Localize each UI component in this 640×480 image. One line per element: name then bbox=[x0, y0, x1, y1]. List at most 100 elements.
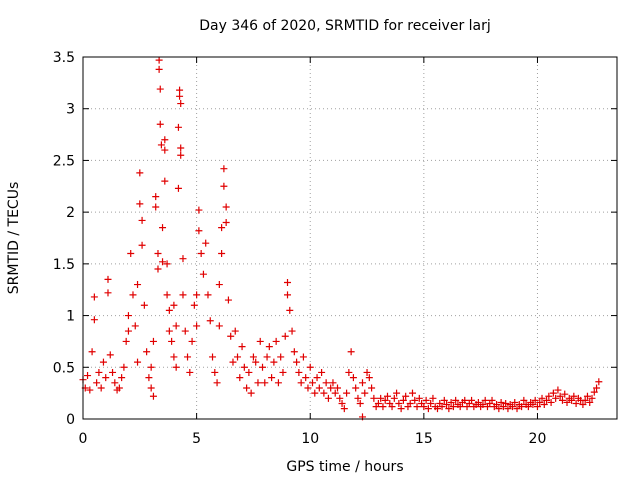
data-point bbox=[124, 327, 132, 335]
data-point bbox=[177, 100, 185, 108]
data-point bbox=[420, 403, 428, 411]
data-point bbox=[447, 398, 455, 406]
data-point bbox=[531, 396, 539, 404]
data-point bbox=[429, 394, 437, 402]
y-tick-label: 3.5 bbox=[53, 50, 75, 66]
data-point bbox=[452, 396, 460, 404]
data-point bbox=[165, 327, 173, 335]
data-point bbox=[155, 65, 163, 73]
data-point bbox=[547, 398, 555, 406]
data-point bbox=[147, 384, 155, 392]
data-point bbox=[381, 396, 389, 404]
data-point bbox=[336, 394, 344, 402]
data-point bbox=[395, 399, 403, 407]
data-point bbox=[284, 278, 292, 286]
data-point bbox=[147, 363, 155, 371]
data-point bbox=[347, 348, 355, 356]
data-point bbox=[286, 306, 294, 314]
data-point bbox=[261, 379, 269, 387]
data-point bbox=[411, 396, 419, 404]
data-point bbox=[397, 405, 405, 413]
x-tick-label: 5 bbox=[192, 431, 201, 447]
data-point bbox=[154, 265, 162, 273]
data-point bbox=[311, 389, 319, 397]
data-point bbox=[583, 392, 591, 400]
data-point bbox=[361, 389, 369, 397]
data-point bbox=[159, 224, 167, 232]
data-point bbox=[186, 368, 194, 376]
points-layer bbox=[79, 56, 603, 421]
data-point bbox=[268, 374, 276, 382]
data-point bbox=[422, 396, 430, 404]
data-point bbox=[399, 396, 407, 404]
data-point bbox=[590, 388, 598, 396]
data-point bbox=[318, 368, 326, 376]
data-point bbox=[163, 291, 171, 299]
data-point bbox=[104, 275, 112, 283]
data-point bbox=[220, 182, 228, 190]
data-point bbox=[579, 401, 587, 409]
data-point bbox=[176, 86, 184, 94]
data-point bbox=[572, 399, 580, 407]
data-point bbox=[265, 343, 273, 351]
data-point bbox=[195, 227, 203, 235]
data-point bbox=[377, 394, 385, 402]
data-point bbox=[229, 358, 237, 366]
data-point bbox=[524, 403, 532, 411]
data-point bbox=[157, 141, 165, 149]
data-point bbox=[102, 374, 110, 382]
data-point bbox=[352, 384, 360, 392]
data-point bbox=[415, 394, 423, 402]
data-point bbox=[493, 401, 501, 409]
data-point bbox=[334, 384, 342, 392]
data-point bbox=[322, 379, 330, 387]
data-point bbox=[513, 405, 521, 413]
grid-layer bbox=[83, 57, 617, 419]
data-point bbox=[170, 301, 178, 309]
data-point bbox=[358, 379, 366, 387]
data-point bbox=[495, 405, 503, 413]
data-point bbox=[338, 399, 346, 407]
data-point bbox=[154, 250, 162, 258]
data-point bbox=[549, 389, 557, 397]
data-point bbox=[520, 396, 528, 404]
data-point bbox=[218, 250, 226, 258]
data-point bbox=[254, 379, 262, 387]
x-tick-label: 20 bbox=[529, 431, 547, 447]
data-point bbox=[138, 216, 146, 224]
data-point bbox=[502, 399, 510, 407]
data-point bbox=[295, 368, 303, 376]
data-point bbox=[345, 368, 353, 376]
data-point bbox=[93, 379, 101, 387]
data-point bbox=[461, 396, 469, 404]
data-point bbox=[95, 368, 103, 376]
data-point bbox=[309, 379, 317, 387]
data-point bbox=[172, 322, 180, 330]
data-point bbox=[240, 363, 248, 371]
data-point bbox=[215, 322, 223, 330]
data-point bbox=[504, 405, 512, 413]
data-point bbox=[331, 389, 339, 397]
x-tick-label: 0 bbox=[79, 431, 88, 447]
data-point bbox=[349, 374, 357, 382]
data-point bbox=[256, 337, 264, 345]
data-point bbox=[127, 250, 135, 258]
data-point bbox=[163, 260, 171, 268]
data-point bbox=[202, 239, 210, 247]
data-point bbox=[129, 291, 137, 299]
data-point bbox=[86, 386, 94, 394]
data-point bbox=[227, 332, 235, 340]
data-point bbox=[134, 281, 142, 289]
data-point bbox=[222, 203, 230, 211]
data-point bbox=[143, 348, 151, 356]
data-point bbox=[274, 379, 282, 387]
data-point bbox=[224, 296, 232, 304]
data-point bbox=[281, 332, 289, 340]
data-point bbox=[340, 405, 348, 413]
data-point bbox=[120, 363, 128, 371]
data-point bbox=[468, 396, 476, 404]
data-point bbox=[88, 348, 96, 356]
data-point bbox=[320, 389, 328, 397]
data-point bbox=[304, 384, 312, 392]
data-point bbox=[284, 291, 292, 299]
